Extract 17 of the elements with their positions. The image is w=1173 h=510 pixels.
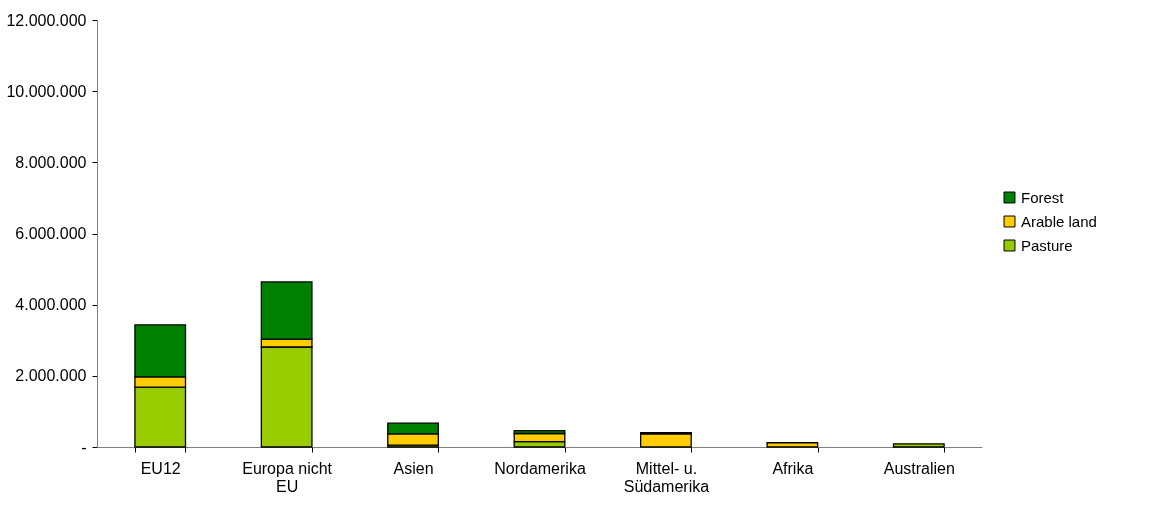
x-tick-label: Mittel- u. Südamerika	[623, 459, 710, 495]
x-tick-label: Europa nicht EU	[242, 459, 333, 495]
y-tick-label: 2.000.000	[15, 367, 87, 385]
x-tick-label: Nordamerika	[494, 459, 586, 477]
y-tick-label: 10.000.000	[6, 82, 87, 100]
y-tick-label: 8.000.000	[15, 153, 87, 171]
y-tick-label: 4.000.000	[15, 296, 87, 314]
legend-label: Arable land	[1021, 212, 1097, 230]
legend-label: Pasture	[1021, 236, 1073, 254]
x-tick-label: Asien	[393, 459, 434, 477]
legend-label: Forest	[1021, 188, 1065, 206]
y-tick-label: 6.000.000	[15, 225, 87, 242]
x-tick-label: EU12	[140, 459, 181, 477]
y-tick-label: -	[81, 438, 87, 456]
x-tick-label: Afrika	[772, 459, 814, 477]
x-tick-label: Australien	[883, 459, 955, 477]
y-tick-label: 12.000.000	[6, 11, 87, 29]
